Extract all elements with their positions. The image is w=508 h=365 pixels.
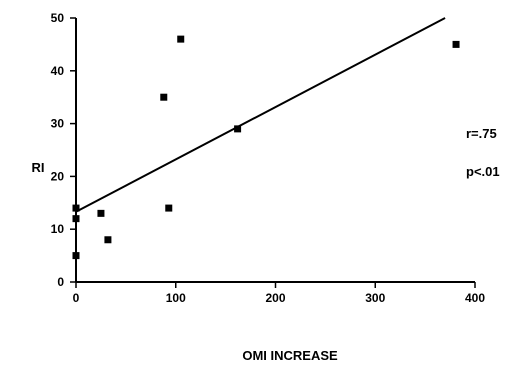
x-tick-label: 400 [465, 291, 485, 305]
x-tick-label: 300 [365, 291, 385, 305]
y-axis-title: RI [32, 160, 45, 175]
y-tick-label: 20 [51, 169, 65, 183]
y-tick-label: 10 [51, 222, 65, 236]
y-tick-label: 0 [57, 275, 64, 289]
y-tick-label: 50 [51, 11, 65, 25]
regression-line [75, 17, 446, 213]
data-point [72, 252, 80, 260]
y-tick-label: 30 [51, 117, 65, 131]
regression-line-layer [75, 17, 446, 213]
x-axis-title: OMI INCREASE [242, 348, 338, 363]
data-point [177, 35, 185, 43]
data-point [234, 125, 242, 133]
data-point [452, 40, 460, 48]
data-point [104, 236, 112, 244]
data-point [72, 215, 80, 223]
x-tick-label: 0 [73, 291, 80, 305]
y-axis-ticks: 0 10 20 30 40 50 [51, 11, 76, 289]
axes [75, 18, 475, 283]
p-value-annotation: p<.01 [466, 164, 500, 179]
data-point [160, 93, 168, 101]
x-axis-ticks: 0 100 200 300 400 [73, 282, 485, 305]
x-tick-label: 100 [166, 291, 186, 305]
x-tick-label: 200 [265, 291, 285, 305]
correlation-annotation: r=.75 [466, 126, 497, 141]
data-point [97, 209, 105, 217]
data-point [72, 204, 80, 212]
y-tick-label: 40 [51, 64, 65, 78]
data-points [72, 35, 460, 260]
data-point [165, 204, 173, 212]
